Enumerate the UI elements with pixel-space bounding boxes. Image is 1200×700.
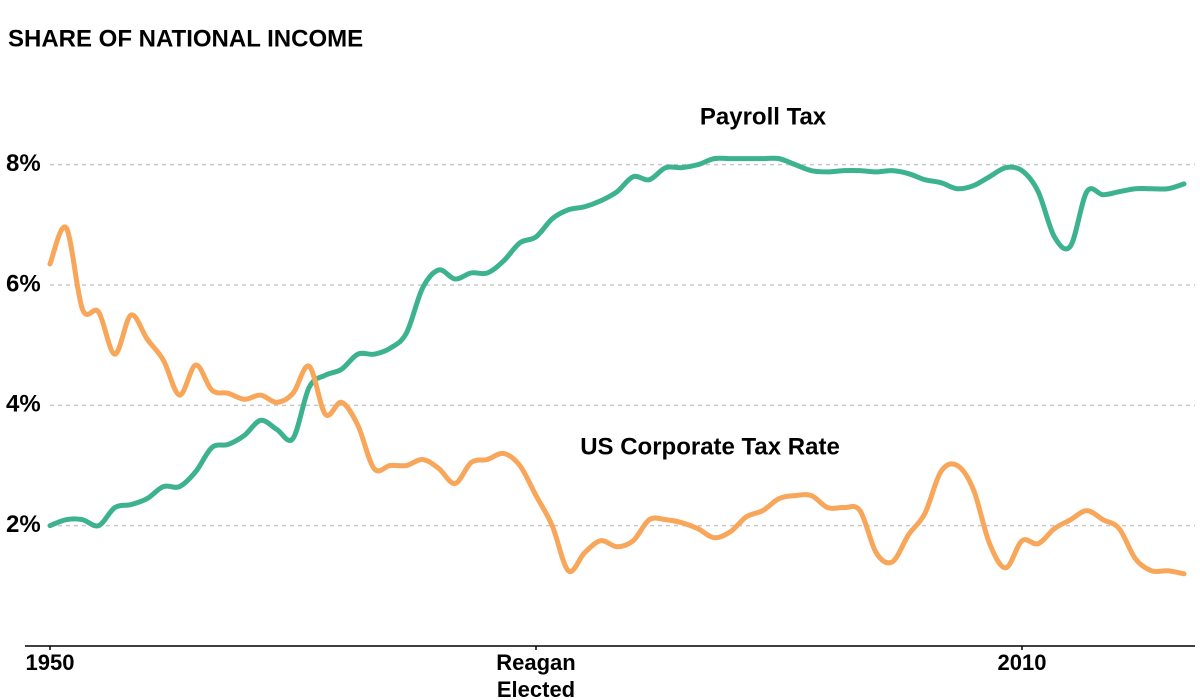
- y-tick-label: 4%: [6, 391, 41, 418]
- series-line: [47, 155, 1187, 529]
- chart-title: SHARE OF NATIONAL INCOME: [8, 25, 363, 52]
- y-tick-label: 6%: [6, 270, 41, 297]
- series-label: US Corporate Tax Rate: [580, 433, 840, 460]
- y-tick-label: 8%: [6, 150, 41, 177]
- y-tick-label: 2%: [6, 511, 41, 538]
- x-tick-label: 2010: [997, 650, 1047, 675]
- x-tick-label: Reagan Elected: [496, 650, 576, 700]
- x-tick-label: 1950: [25, 650, 75, 675]
- series-line: [47, 224, 1187, 577]
- series-label: Payroll Tax: [700, 103, 827, 130]
